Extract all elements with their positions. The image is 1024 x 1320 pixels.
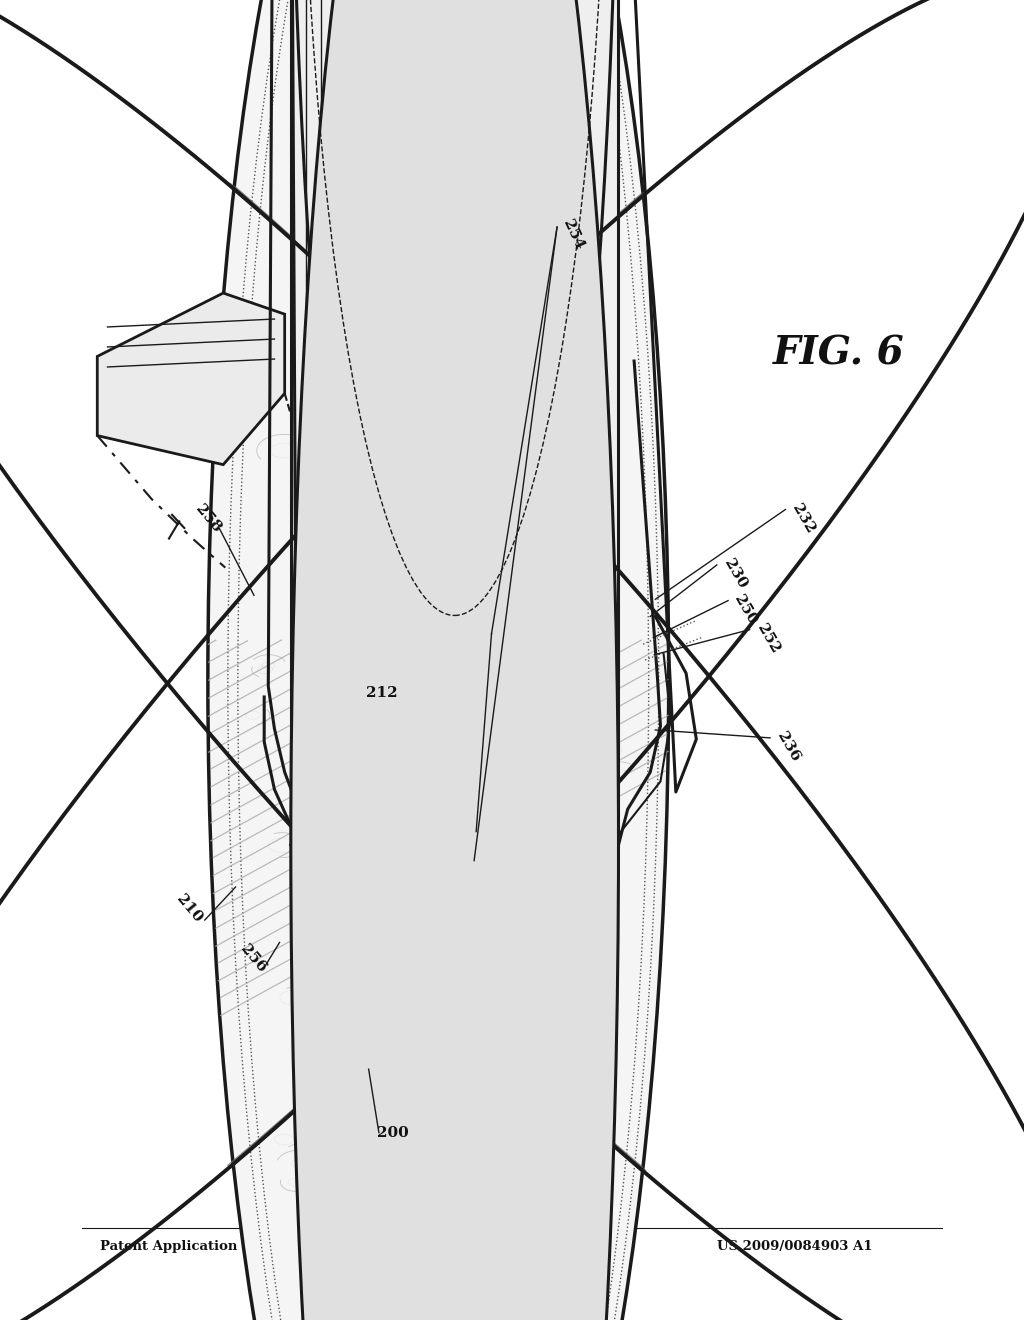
Text: 256: 256 bbox=[238, 941, 268, 975]
Polygon shape bbox=[97, 293, 285, 465]
Polygon shape bbox=[291, 0, 618, 845]
Text: Patent Application Publication: Patent Application Publication bbox=[100, 1239, 327, 1253]
Text: 212: 212 bbox=[367, 686, 397, 700]
Text: 254: 254 bbox=[560, 218, 587, 252]
Ellipse shape bbox=[291, 0, 618, 1320]
Text: 210: 210 bbox=[174, 891, 205, 925]
Text: Apr. 2, 2009   Sheet 6 of 8: Apr. 2, 2009 Sheet 6 of 8 bbox=[399, 1239, 592, 1253]
Text: 230: 230 bbox=[721, 557, 750, 591]
Ellipse shape bbox=[291, 0, 618, 931]
Text: FIG. 6: FIG. 6 bbox=[773, 335, 905, 372]
Text: 232: 232 bbox=[790, 502, 818, 536]
Text: US 2009/0084903 A1: US 2009/0084903 A1 bbox=[717, 1239, 872, 1253]
Text: 250: 250 bbox=[731, 593, 760, 627]
Text: 258: 258 bbox=[193, 502, 223, 536]
Ellipse shape bbox=[208, 0, 669, 1320]
Text: 252: 252 bbox=[754, 622, 782, 656]
Text: 236: 236 bbox=[774, 730, 803, 764]
Text: 200: 200 bbox=[377, 1126, 410, 1139]
